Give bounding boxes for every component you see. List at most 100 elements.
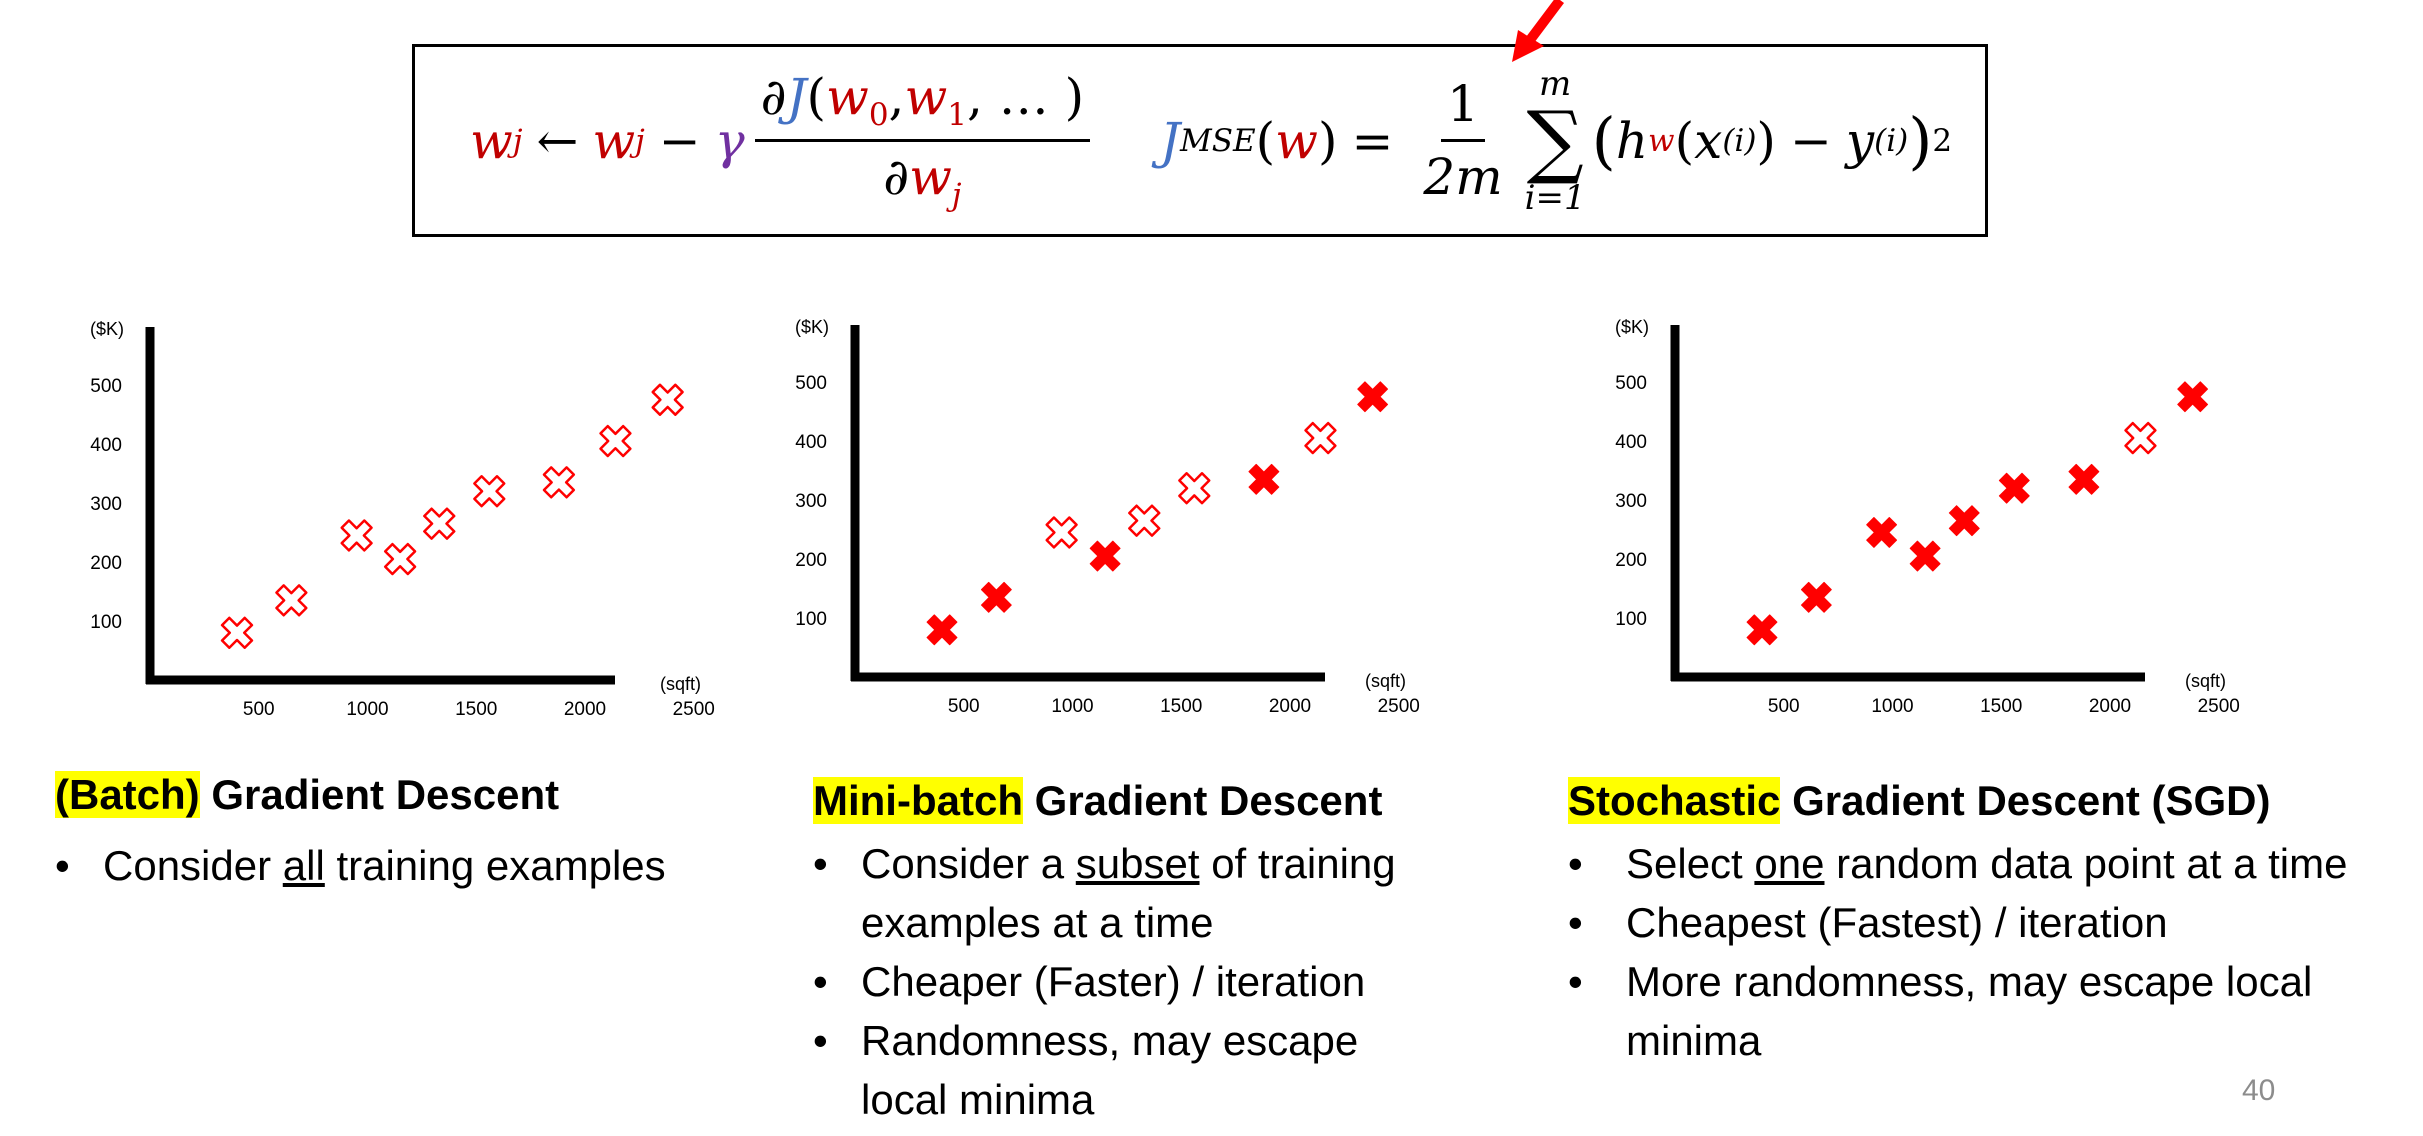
x-tick-label: 500	[948, 696, 980, 717]
x-tick-label: 1500	[1980, 696, 2022, 717]
bullet-text: training examples	[324, 842, 666, 889]
lbig-paren: (	[1591, 104, 1616, 177]
bullet-text: examples at a time	[861, 899, 1214, 946]
index-zero: 0	[868, 97, 889, 133]
minus-sign: −	[1789, 111, 1832, 170]
index-symbol: j	[635, 122, 645, 159]
sgd-section: Stochastic Gradient Descent (SGD) • Selec…	[1568, 774, 2347, 1070]
chart-minibatch: ($K) (sqft) 500 400 300 200 100 500 1000 1500 2000…	[770, 305, 1470, 735]
data-point-outlined	[1045, 516, 1078, 549]
partial-symbol: ∂	[883, 148, 910, 206]
sgd-bullets: • Select one random data point at a time …	[1568, 834, 2347, 1070]
x-tick-label: 2000	[2089, 696, 2131, 717]
batch-bullets: • Consider all training examples	[55, 836, 666, 895]
data-point-filled	[1357, 381, 1389, 413]
data-point-filled	[1866, 517, 1898, 548]
data-point-filled	[1948, 505, 1980, 537]
bullet-text: local minima	[861, 1076, 1095, 1123]
x-tick-label: 500	[243, 699, 275, 720]
bullet-text: of training	[1199, 840, 1396, 887]
bullet-text: random data point at a time	[1824, 840, 2348, 887]
minibatch-highlight: Mini-batch	[813, 777, 1023, 824]
sample-index: (i)	[1722, 122, 1757, 159]
data-point-outlined	[1128, 504, 1161, 537]
lparen: (	[1255, 111, 1276, 170]
bullet-text: Consider a	[861, 840, 1076, 887]
cost-symbol: J	[1160, 111, 1181, 170]
data-point-filled	[1909, 540, 1941, 572]
data-point-outlined	[2124, 421, 2157, 455]
partial-symbol: ∂	[760, 68, 787, 126]
list-item: • More randomness, may escape local	[1568, 952, 2347, 1011]
gradient-numerator: ∂J(w0,w1, … )	[754, 68, 1091, 142]
cost-symbol: J	[786, 68, 807, 126]
sum-upper-limit: m	[1539, 63, 1572, 104]
y-tick-label: 300	[90, 494, 122, 515]
data-point-filled	[2068, 463, 2100, 495]
y-axis-label: ($K)	[1615, 317, 1649, 337]
y-tick-label: 300	[795, 491, 827, 512]
sample-index: (i)	[1874, 122, 1909, 159]
list-item-continued: minima	[1568, 1011, 2347, 1070]
batch-scatter-plot: ($K) (sqft) 500 400 300 200 100 500 1000 1500 2000…	[90, 319, 715, 720]
y-tick-label: 400	[90, 435, 122, 456]
data-point-outlined	[340, 519, 373, 552]
bullet-dot: •	[813, 840, 828, 887]
y-tick-label: 400	[1615, 432, 1647, 453]
x-tick-label: 2500	[1378, 696, 1420, 717]
square-exponent: 2	[1932, 122, 1953, 159]
data-point-outlined	[599, 424, 632, 458]
half-m-fraction: 1 2m	[1417, 75, 1508, 206]
data-point-filled	[1800, 581, 1832, 613]
bullet-dot: •	[1568, 958, 1583, 1005]
list-item: • Randomness, may escape	[813, 1011, 1396, 1070]
x-tick-label: 1500	[1160, 696, 1202, 717]
bullet-emphasis: one	[1754, 840, 1825, 887]
learning-rate-symbol: γ	[714, 111, 745, 170]
list-item-continued: examples at a time	[813, 893, 1396, 952]
x-axis-label: (sqft)	[1365, 671, 1406, 691]
bullet-text: More randomness, may escape local	[1626, 958, 2313, 1005]
batch-section: (Batch) Gradient Descent • Consider all t…	[55, 768, 666, 895]
bullet-text: Cheaper (Faster) / iteration	[861, 958, 1366, 1005]
bullet-dot: •	[1568, 899, 1583, 946]
equals-sign: =	[1351, 111, 1394, 170]
hypothesis-symbol: h	[1615, 111, 1649, 170]
y-axis-label: ($K)	[90, 319, 124, 339]
batch-highlight: (Batch)	[55, 771, 200, 818]
data-point-filled	[926, 614, 958, 646]
data-point-outlined	[220, 616, 254, 649]
args-tail: , … )	[967, 68, 1085, 126]
data-point-filled	[2177, 381, 2209, 413]
y-tick-label: 500	[1615, 373, 1647, 394]
list-item: • Cheapest (Fastest) / iteration	[1568, 893, 2347, 952]
gradient-fraction: ∂J(w0,w1, … ) ∂wj	[754, 68, 1091, 213]
lparen: (	[806, 68, 826, 126]
rparen: )	[1756, 111, 1776, 170]
y-axis-label: ($K)	[795, 317, 829, 337]
x-tick-label: 2000	[1269, 696, 1311, 717]
data-point-outlined	[473, 475, 506, 508]
y-tick-label: 400	[795, 432, 827, 453]
arrow-head	[1512, 30, 1544, 62]
weight-symbol: w	[470, 111, 513, 170]
sigma-symbol: ∑	[1526, 93, 1584, 187]
x-tick-label: 2500	[2198, 696, 2240, 717]
sgd-highlight: Stochastic	[1568, 777, 1781, 824]
list-item-continued: local minima	[813, 1070, 1396, 1129]
weight-symbol: w	[826, 68, 869, 126]
lparen: (	[1674, 111, 1695, 170]
summation: m ∑ i=1	[1525, 67, 1586, 215]
x-axis-label: (sqft)	[660, 674, 701, 694]
weight-symbol: w	[592, 111, 636, 170]
list-item: • Cheaper (Faster) / iteration	[813, 952, 1396, 1011]
index-symbol: j	[512, 122, 523, 159]
y-tick-label: 300	[1615, 491, 1647, 512]
weight-symbol: w	[904, 68, 948, 126]
pointer-arrow	[1512, 0, 1564, 62]
data-point-outlined	[1178, 472, 1211, 505]
bullet-dot: •	[813, 958, 828, 1005]
bullet-text: Consider	[103, 842, 283, 889]
y-tick-label: 100	[1615, 609, 1647, 630]
